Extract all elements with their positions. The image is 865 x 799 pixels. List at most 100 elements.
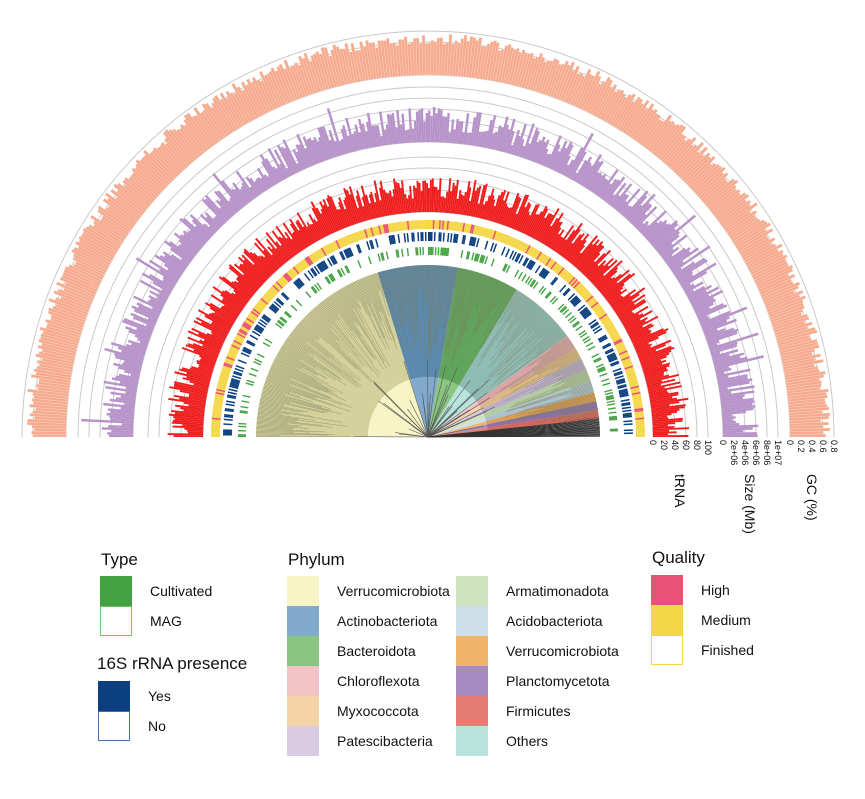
clade-highlight	[377, 265, 458, 380]
leaf-branch	[506, 318, 553, 363]
size-bar	[669, 247, 699, 270]
quality-cell	[586, 296, 595, 304]
rrna-cell	[297, 277, 305, 286]
quality-cell	[216, 388, 226, 393]
internal-branch	[427, 425, 484, 438]
trna-bar	[574, 239, 600, 268]
size-bar	[584, 160, 604, 189]
size-bar	[710, 344, 738, 355]
rrna-cell	[621, 406, 631, 410]
trna-bar	[284, 231, 300, 254]
leaf-branch	[400, 267, 407, 304]
trna-bar	[393, 178, 400, 215]
quality-cell	[533, 249, 540, 259]
size-bar	[130, 312, 156, 326]
quality-cell	[595, 308, 604, 315]
leaf-branch	[393, 268, 406, 322]
rrna-cell	[618, 389, 628, 394]
gc-bar	[789, 433, 826, 438]
quality-cell	[354, 232, 360, 242]
quality-cell	[451, 221, 454, 231]
legend-swatch	[456, 576, 488, 606]
size-bar	[689, 286, 720, 304]
trna-bar	[608, 288, 628, 304]
quality-cell	[443, 220, 446, 230]
quality-cell	[449, 221, 453, 231]
quality-cell	[634, 411, 644, 414]
trna-bar	[626, 320, 646, 332]
rrna-cell	[224, 409, 234, 413]
type-cell	[401, 248, 404, 257]
quality-cell	[292, 266, 300, 275]
trna-bar	[449, 182, 455, 214]
quality-cell	[367, 228, 372, 238]
leaf-branch	[401, 266, 417, 359]
rrna-cell	[223, 415, 234, 418]
type-cell	[442, 247, 446, 256]
size-bar	[618, 188, 641, 214]
trna-bar	[637, 343, 666, 357]
leaf-branch	[265, 379, 319, 399]
trna-bar	[546, 221, 563, 247]
size-bar	[212, 173, 243, 210]
leaf-branch	[533, 366, 585, 390]
leaf-branch	[484, 282, 504, 322]
size-bar	[147, 317, 157, 324]
quality-cell	[556, 266, 564, 275]
trna-bar	[265, 238, 287, 264]
internal-branch	[427, 379, 490, 438]
leaf-branch	[497, 326, 560, 379]
internal-branch	[408, 428, 429, 438]
size-bar	[648, 223, 671, 243]
quality-cell	[273, 283, 281, 292]
leaf-branch	[381, 271, 405, 353]
trna-bar	[221, 299, 242, 314]
size-bar	[313, 136, 325, 162]
leaf-branch	[313, 308, 332, 329]
size-bar	[125, 344, 147, 353]
trna-bar	[309, 223, 320, 241]
quality-cell	[218, 377, 228, 382]
quality-cell	[625, 368, 635, 373]
leaf-branch	[360, 278, 372, 303]
legend-label: Medium	[701, 612, 751, 628]
trna-bar	[195, 317, 229, 335]
size-bar	[255, 178, 266, 193]
trna-bar	[451, 185, 457, 214]
size-bar	[647, 222, 668, 242]
quality-cell	[406, 220, 410, 230]
leaf-branch	[261, 391, 332, 411]
size-bar	[113, 362, 141, 372]
trna-bar	[223, 304, 240, 316]
rrna-cell	[452, 233, 456, 243]
leaf-branch	[440, 266, 455, 356]
trna-bar	[198, 332, 224, 346]
quality-cell	[475, 225, 480, 235]
internal-branch	[427, 406, 495, 438]
quality-cell	[474, 225, 478, 235]
quality-cell	[271, 285, 279, 294]
quality-cell	[631, 393, 641, 397]
leaf-branch	[301, 320, 320, 338]
size-bar	[123, 317, 154, 332]
trna-bar	[208, 313, 233, 328]
quality-cell	[551, 262, 559, 271]
leaf-branch	[531, 342, 573, 370]
size-bar	[514, 123, 527, 156]
trna-bar	[221, 290, 245, 308]
trna-bar	[275, 225, 298, 255]
trna-bar	[439, 196, 443, 213]
size-bar	[170, 254, 189, 268]
quality-cell	[555, 265, 563, 274]
size-bar	[722, 416, 736, 420]
trna-bar	[536, 213, 553, 241]
leaf-branch	[489, 303, 537, 361]
size-bar	[447, 132, 451, 143]
quality-cell	[219, 374, 229, 379]
quality-cell	[547, 259, 555, 268]
trna-bar	[649, 393, 679, 401]
leaf-branch	[363, 277, 389, 341]
trna-bar	[627, 325, 644, 335]
legend-swatch	[98, 711, 130, 741]
trna-bar	[374, 202, 380, 218]
